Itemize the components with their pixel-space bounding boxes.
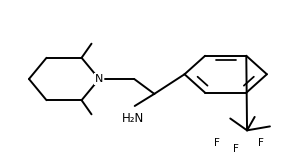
Text: F: F [233,144,239,154]
Text: F: F [258,138,264,148]
Text: N: N [95,74,103,84]
Text: H₂N: H₂N [122,112,144,125]
Text: F: F [214,138,220,148]
